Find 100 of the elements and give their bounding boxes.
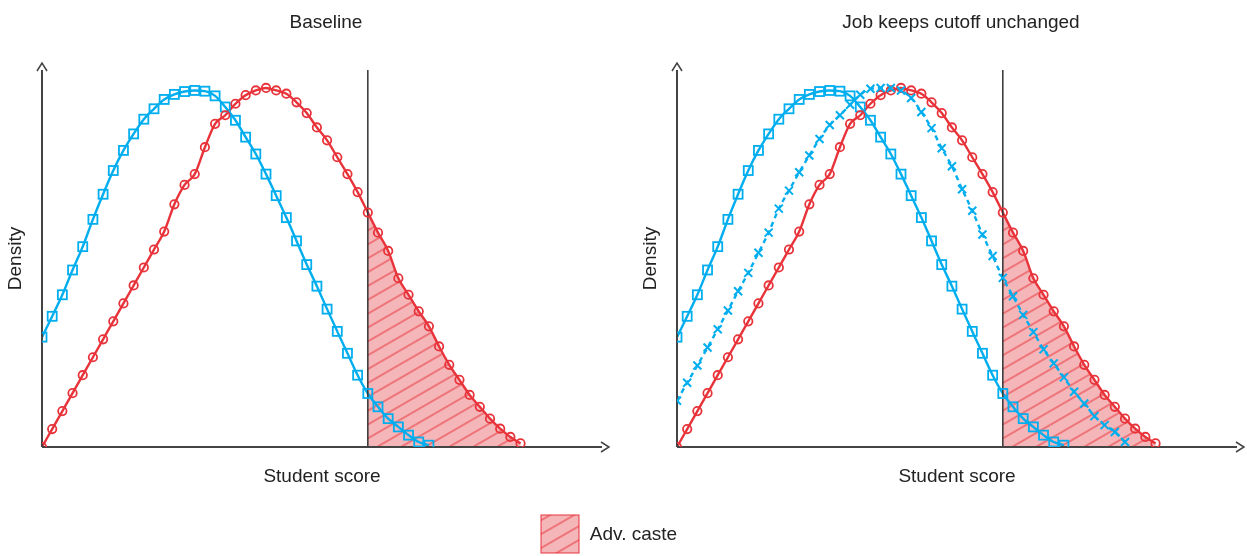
point xyxy=(1028,273,1039,284)
point xyxy=(128,128,140,140)
point xyxy=(946,280,958,292)
point xyxy=(854,101,866,113)
point xyxy=(148,103,160,115)
point xyxy=(733,286,744,297)
point xyxy=(138,262,149,273)
point xyxy=(722,352,734,363)
point xyxy=(702,388,713,399)
point xyxy=(834,85,846,97)
point xyxy=(763,227,774,238)
point xyxy=(179,179,190,190)
point xyxy=(505,431,516,443)
point xyxy=(977,229,988,240)
point xyxy=(794,226,805,237)
point xyxy=(158,94,170,105)
point xyxy=(855,89,866,100)
point xyxy=(824,85,836,96)
point xyxy=(1099,389,1110,401)
point xyxy=(906,85,917,96)
point xyxy=(987,250,998,261)
point xyxy=(291,235,302,247)
point xyxy=(1089,374,1100,385)
point xyxy=(1058,372,1069,383)
point xyxy=(682,377,693,388)
point xyxy=(814,133,825,144)
point xyxy=(997,207,1008,218)
point xyxy=(189,85,201,96)
point xyxy=(433,341,445,352)
point xyxy=(702,264,713,276)
point xyxy=(108,316,119,327)
point xyxy=(97,188,109,200)
point xyxy=(260,168,272,180)
point xyxy=(189,169,200,180)
point xyxy=(936,143,947,154)
point xyxy=(311,280,323,292)
point xyxy=(773,203,784,214)
point xyxy=(1027,421,1039,433)
point xyxy=(702,342,713,353)
point xyxy=(1048,436,1060,447)
point xyxy=(926,123,937,134)
point xyxy=(46,310,58,322)
point xyxy=(67,264,78,276)
point xyxy=(159,226,170,237)
chart-title: Baseline xyxy=(288,10,364,34)
point xyxy=(967,205,978,216)
point xyxy=(997,272,1008,283)
point xyxy=(57,406,68,417)
point xyxy=(321,303,333,315)
point xyxy=(773,113,785,125)
point xyxy=(916,107,927,118)
point xyxy=(1028,327,1039,338)
point xyxy=(1109,401,1120,412)
point xyxy=(495,423,506,434)
point xyxy=(783,103,795,115)
point xyxy=(1007,401,1019,413)
point xyxy=(321,135,333,146)
point xyxy=(743,267,754,278)
point xyxy=(692,406,703,417)
point xyxy=(1079,359,1090,370)
point xyxy=(936,107,947,119)
point xyxy=(732,334,744,345)
point xyxy=(515,438,526,447)
point xyxy=(87,352,99,363)
point xyxy=(803,89,815,100)
point xyxy=(403,289,414,300)
point xyxy=(138,113,150,125)
point xyxy=(956,135,968,146)
point xyxy=(464,389,475,401)
point xyxy=(1120,436,1130,447)
point xyxy=(905,190,917,202)
point xyxy=(1140,431,1151,443)
point xyxy=(916,88,927,99)
point xyxy=(1089,411,1100,422)
point xyxy=(342,169,353,180)
point xyxy=(1079,398,1090,409)
point xyxy=(118,145,129,156)
point xyxy=(67,388,78,399)
point xyxy=(794,167,805,178)
point xyxy=(1017,413,1029,425)
point xyxy=(474,401,485,412)
point xyxy=(77,370,88,381)
point xyxy=(352,369,364,381)
point xyxy=(824,119,835,130)
point xyxy=(773,262,784,273)
point xyxy=(230,114,241,126)
point xyxy=(844,118,856,129)
point xyxy=(865,98,876,109)
point xyxy=(1048,306,1059,317)
point xyxy=(56,289,68,301)
point xyxy=(682,423,693,435)
point xyxy=(423,321,435,332)
point xyxy=(956,303,968,315)
point xyxy=(342,347,353,359)
point xyxy=(681,310,693,322)
point xyxy=(260,82,272,94)
point xyxy=(753,145,764,156)
point xyxy=(793,94,805,105)
point xyxy=(997,388,1009,399)
point xyxy=(1018,245,1029,257)
